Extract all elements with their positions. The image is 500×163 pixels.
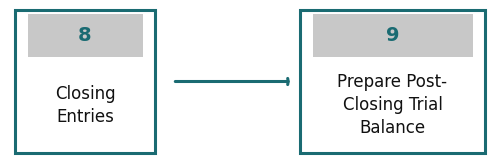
Text: 8: 8 <box>78 26 92 45</box>
Bar <box>300 10 485 153</box>
Text: Prepare Post-
Closing Trial
Balance: Prepare Post- Closing Trial Balance <box>338 73 448 137</box>
Bar <box>15 10 155 153</box>
Bar <box>28 14 142 57</box>
Text: Closing
Entries: Closing Entries <box>54 85 116 126</box>
Bar <box>312 14 472 57</box>
Text: 9: 9 <box>386 26 399 45</box>
